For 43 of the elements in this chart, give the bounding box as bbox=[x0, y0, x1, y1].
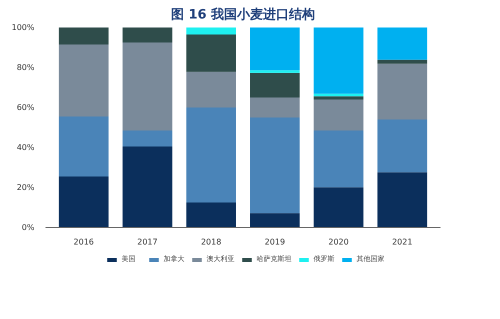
bar bbox=[377, 60, 428, 64]
y-tick-label: 40% bbox=[16, 143, 35, 152]
bar bbox=[250, 70, 300, 73]
bar bbox=[186, 108, 236, 202]
x-tick-label: 2017 bbox=[137, 238, 158, 246]
x-tick-label: 2016 bbox=[74, 238, 94, 246]
bar bbox=[377, 64, 428, 120]
bar bbox=[314, 96, 364, 100]
bar bbox=[186, 72, 236, 108]
bar bbox=[186, 28, 236, 34]
bar bbox=[186, 202, 236, 228]
bar bbox=[186, 34, 236, 72]
bar bbox=[122, 130, 172, 146]
chart-title: 图 16 我国小麦进口结构 bbox=[170, 6, 316, 22]
x-tick-label: 2019 bbox=[264, 238, 286, 246]
bar bbox=[122, 42, 172, 130]
x-tick-label: 2021 bbox=[392, 238, 412, 246]
bar bbox=[314, 130, 364, 188]
bar bbox=[122, 146, 172, 228]
y-tick-label: 80% bbox=[16, 63, 35, 72]
bar bbox=[377, 28, 428, 60]
bar bbox=[314, 187, 364, 228]
bar bbox=[314, 28, 364, 94]
bar bbox=[377, 120, 428, 172]
bar bbox=[314, 100, 364, 130]
y-tick-label: 100% bbox=[12, 23, 35, 32]
x-tick-label: 2018 bbox=[200, 238, 222, 246]
bar bbox=[314, 94, 364, 96]
y-tick-label: 20% bbox=[16, 183, 35, 192]
bar bbox=[250, 72, 300, 98]
x-tick-label: 2020 bbox=[328, 238, 349, 246]
bar bbox=[122, 28, 172, 42]
bar bbox=[250, 28, 300, 70]
bar bbox=[250, 213, 300, 228]
bar bbox=[250, 118, 300, 214]
y-tick-label: 60% bbox=[16, 103, 35, 112]
bar bbox=[250, 98, 300, 118]
bar bbox=[58, 176, 109, 228]
bar bbox=[58, 44, 109, 116]
bar bbox=[377, 172, 428, 228]
bar bbox=[58, 116, 109, 176]
bar bbox=[58, 28, 109, 44]
y-tick-label: 0% bbox=[22, 223, 35, 232]
